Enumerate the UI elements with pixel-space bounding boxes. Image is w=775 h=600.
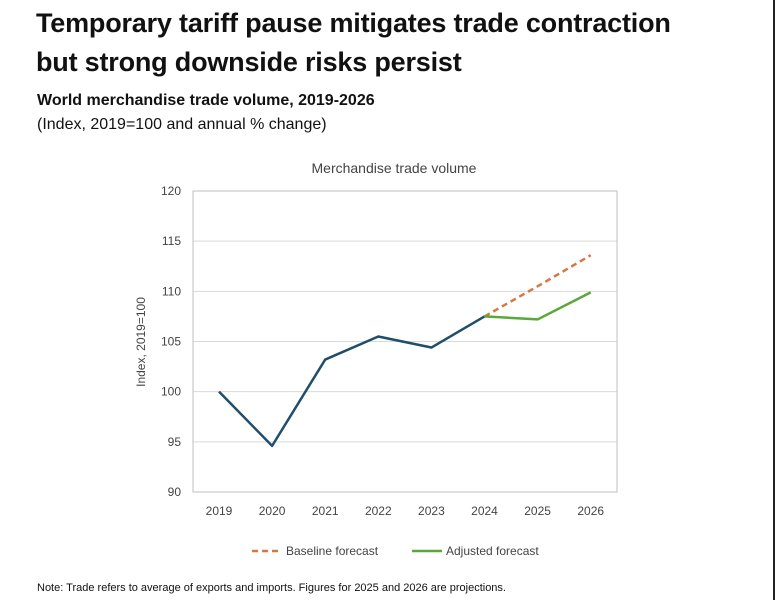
chart-subtitle: World merchandise trade volume, 2019-202… [37, 92, 375, 109]
series-line-historical [218, 315, 486, 448]
series-line-baseline-forecast [483, 254, 592, 318]
x-tick-label: 2022 [365, 504, 392, 518]
title-line-2: but strong downside risks persist [36, 47, 462, 77]
series-line-adjusted-forecast [484, 291, 592, 321]
x-tick-label: 2023 [418, 504, 445, 518]
x-tick-label: 2026 [577, 504, 604, 518]
y-axis-label: Index, 2019=100 [134, 297, 148, 387]
y-tick-label: 110 [162, 284, 181, 298]
page-title: Temporary tariff pause mitigates trade c… [36, 4, 671, 82]
y-tick-label: 90 [168, 485, 182, 499]
x-tick-label: 2020 [259, 504, 286, 518]
plot-area [192, 190, 618, 493]
legend-label: Adjusted forecast [446, 544, 539, 558]
x-tick-label: 2024 [471, 504, 498, 518]
x-tick-label: 2019 [206, 504, 233, 518]
y-tick-label: 120 [161, 184, 181, 198]
x-tick-label: 2025 [524, 504, 551, 518]
title-line-1: Temporary tariff pause mitigates trade c… [36, 8, 671, 38]
y-tick-label: 105 [161, 335, 181, 349]
x-tick-label: 2021 [312, 504, 339, 518]
footnote: Note: Trade refers to average of exports… [37, 582, 506, 594]
y-tick-label: 100 [161, 385, 181, 399]
y-tick-label: 115 [162, 234, 181, 248]
right-border [773, 0, 775, 600]
chart-units: (Index, 2019=100 and annual % change) [37, 116, 327, 133]
legend-label: Baseline forecast [286, 544, 379, 558]
y-tick-label: 95 [168, 435, 182, 449]
chart-title: Merchandise trade volume [312, 160, 477, 176]
